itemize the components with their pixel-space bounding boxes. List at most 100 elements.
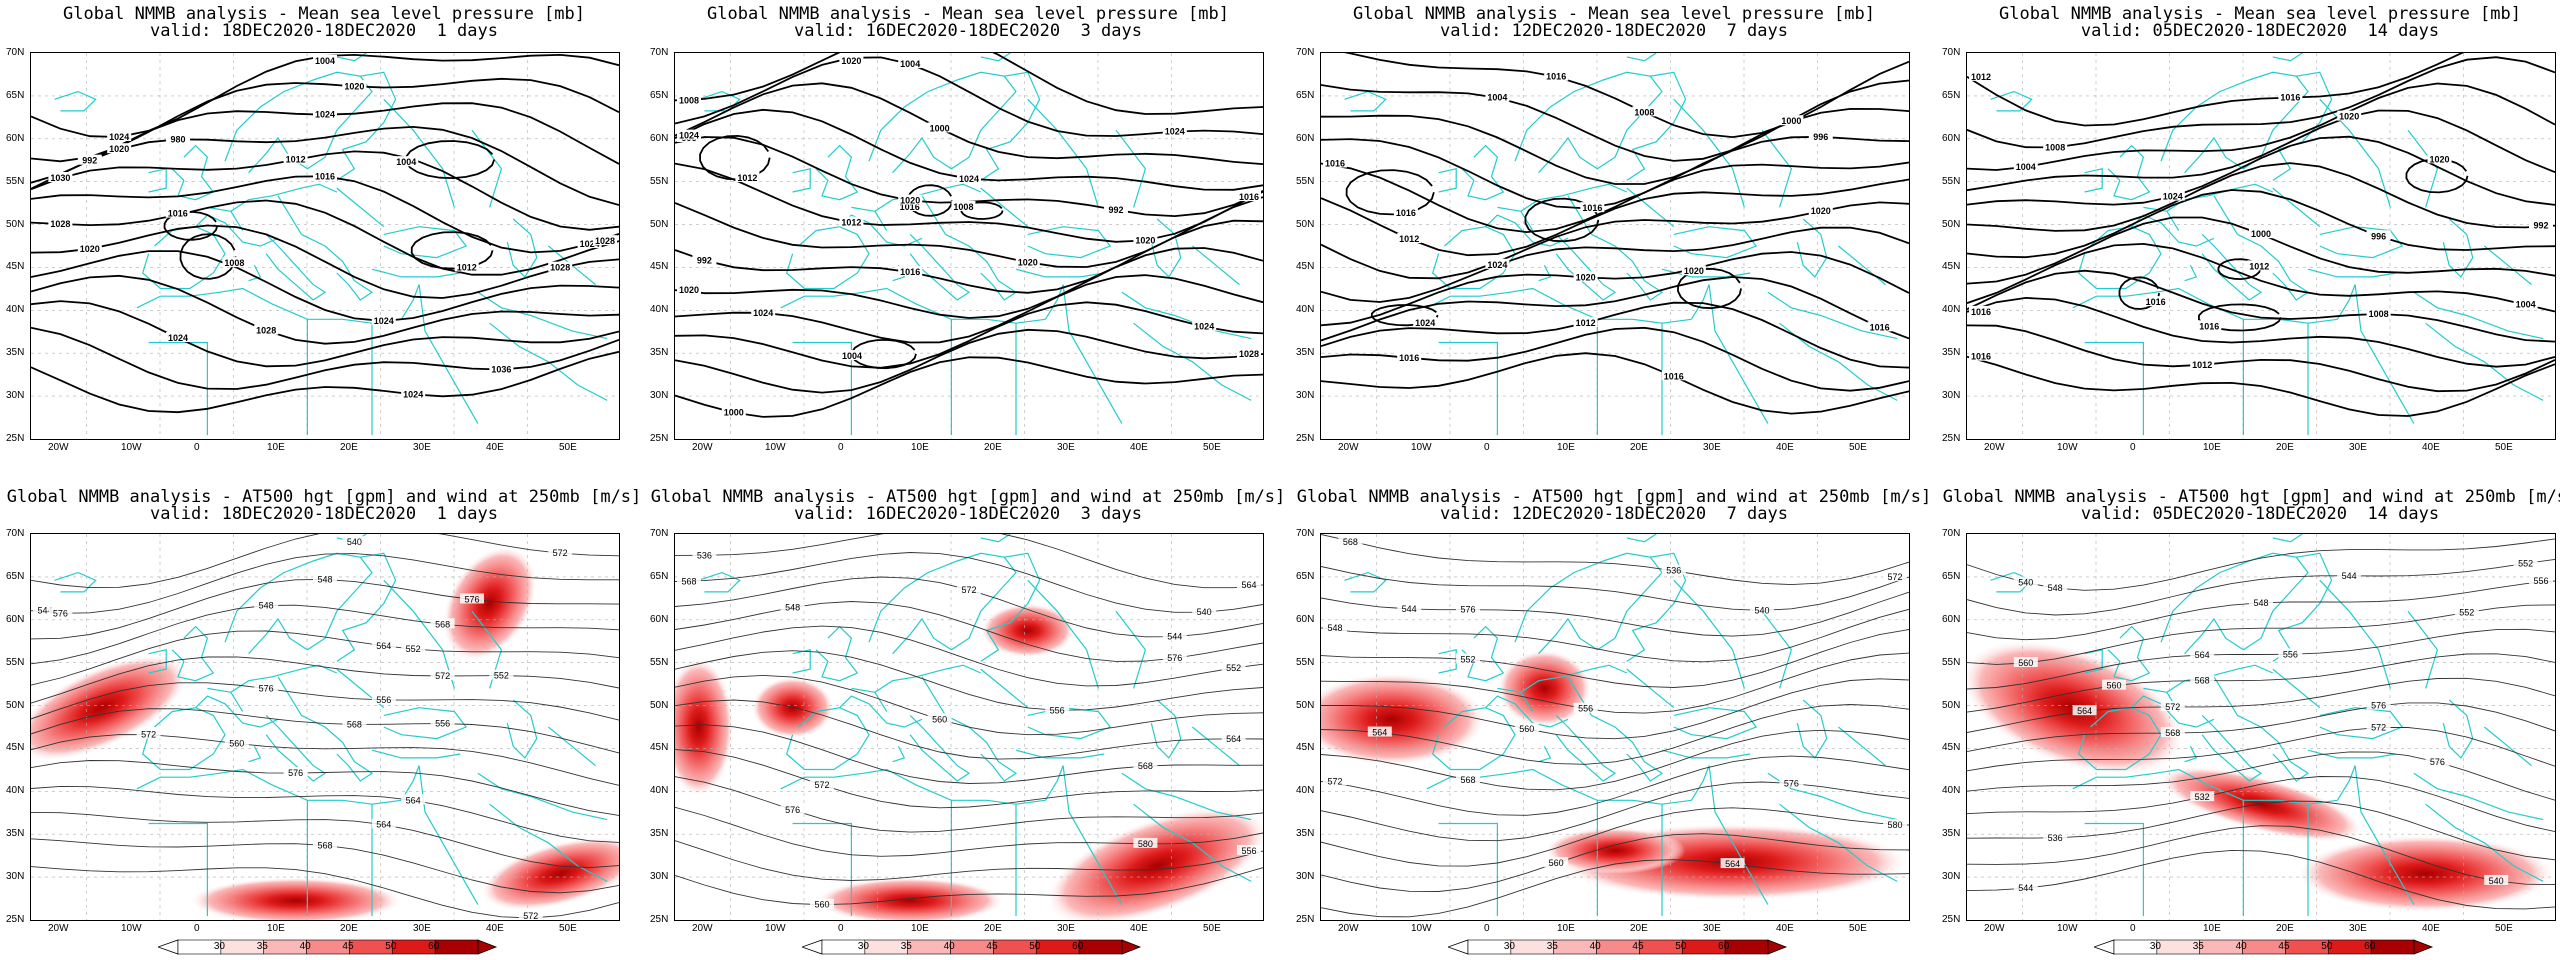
coastline [1626, 71, 1687, 181]
panel-title-line1: Global NMMB analysis - Mean sea level pr… [1353, 4, 1875, 24]
jet-stream-shading [1544, 827, 1686, 874]
contour-line [1321, 678, 1909, 740]
coastline [1538, 265, 1552, 282]
coastline [2184, 265, 2198, 282]
contour-line [31, 734, 619, 786]
contour-line [675, 162, 1263, 243]
longitude-label: 40E [2422, 442, 2440, 453]
contour-label: 576 [288, 768, 303, 778]
contour-line [1967, 751, 2555, 801]
longitude-label: 10W [765, 442, 786, 453]
coastline [792, 822, 852, 917]
latitude-label: 40N [1942, 304, 1961, 316]
contour-line [1321, 781, 1909, 842]
contour-line [31, 760, 619, 816]
latitude-label: 55N [1942, 656, 1961, 668]
coastline [945, 714, 1018, 782]
coastline [851, 664, 982, 693]
contour-label: 1016 [2146, 297, 2166, 307]
contour-line [1321, 859, 1909, 918]
jet-stream-shading [751, 676, 834, 739]
latitude-label: 70N [650, 528, 669, 539]
coastline [1626, 53, 1657, 62]
map-frame: 5405445485485525525565565605605645645685… [30, 533, 620, 921]
longitude-label: 30E [2349, 923, 2367, 934]
latitude-label: 50N [1296, 218, 1315, 230]
contour-line [179, 233, 237, 280]
colorbar [2094, 939, 2434, 955]
latitude-label: 55N [1296, 656, 1315, 668]
contour-label: 1024 [1487, 260, 1507, 270]
colorbar-tick: 45 [2278, 941, 2290, 952]
jet-stream-shading [1321, 672, 1486, 766]
contour-line [1967, 324, 2555, 393]
longitude-label: 20W [692, 442, 713, 453]
latitude-label: 35N [650, 828, 669, 840]
longitude-label: 0 [2130, 923, 2136, 934]
contour-label: 1000 [1781, 116, 1801, 126]
contour-label: 1016 [2199, 321, 2219, 331]
coastline [477, 772, 608, 821]
coastline [2319, 579, 2391, 689]
contour-label: 556 [376, 695, 391, 705]
contour-label: 1020 [80, 244, 100, 254]
contour-label: 568 [2195, 676, 2210, 686]
longitude-label: 20W [48, 442, 69, 453]
colorbar [802, 939, 1142, 955]
panel-title-line1: Global NMMB analysis - Mean sea level pr… [707, 4, 1229, 24]
coastline [489, 322, 608, 401]
contour-label: 992 [2533, 221, 2548, 231]
coastline [909, 714, 971, 782]
contour-line [675, 356, 1263, 418]
contour-line [1321, 161, 1909, 234]
latitude-label: 55N [650, 175, 669, 187]
colorbar-swatch [2370, 939, 2415, 955]
contour-line [675, 53, 1263, 115]
colorbar-tick: 35 [900, 941, 912, 952]
contour-label: 992 [1108, 205, 1123, 215]
latitude-label: 60N [650, 613, 669, 625]
contour-line [31, 326, 619, 390]
contour-label: 1016 [900, 267, 920, 277]
contour-label: 576 [785, 805, 800, 815]
contour-line [163, 210, 219, 241]
longitude-label: 40E [2422, 923, 2440, 934]
coastline [1150, 218, 1182, 278]
latitude-label: 70N [650, 47, 669, 58]
contour-label: 556 [2283, 649, 2298, 659]
coastline [506, 218, 538, 278]
contour-line [2118, 276, 2160, 310]
contour-line [31, 811, 619, 869]
contour-label: 992 [697, 255, 712, 265]
contour-label: 1024 [1194, 322, 1214, 332]
contour-label: 1012 [457, 262, 477, 272]
latitude-label: 60N [650, 132, 669, 144]
coastline [780, 287, 1046, 324]
contour-label: 544 [37, 606, 52, 616]
contour-label: 1004 [2016, 162, 2036, 172]
coastline [2407, 129, 2439, 208]
contour-label: 1020 [679, 285, 699, 295]
contour-label: 1004 [315, 56, 335, 66]
coastline [2084, 341, 2144, 436]
panel-title-line2: valid: 05DEC2020-18DEC2020 14 days [2080, 504, 2440, 524]
panel-title: Global NMMB analysis - Mean sea level pr… [1290, 6, 1938, 40]
coastline [1779, 803, 1898, 882]
coastline [2272, 668, 2321, 709]
coastline [1520, 210, 1534, 231]
coastline [148, 341, 208, 436]
jet-stream-shading [480, 837, 619, 911]
latitude-label: 55N [650, 656, 669, 668]
map-plot: 5405445485485525525565565605605645645685… [31, 534, 619, 920]
contour-label: 1008 [1634, 107, 1654, 117]
contour-line [1967, 269, 2555, 343]
contour-line [1967, 558, 2555, 616]
coastline [1626, 552, 1687, 662]
contour-line [675, 301, 1263, 369]
longitude-label: 40E [486, 442, 504, 453]
colorbar-tick: 60 [1718, 941, 1730, 952]
coastline [1044, 284, 1123, 424]
coastline [1555, 714, 1617, 782]
map-plot: 1008100410009969921012101699210201024102… [675, 53, 1263, 439]
jet-stream-shading [442, 546, 537, 661]
